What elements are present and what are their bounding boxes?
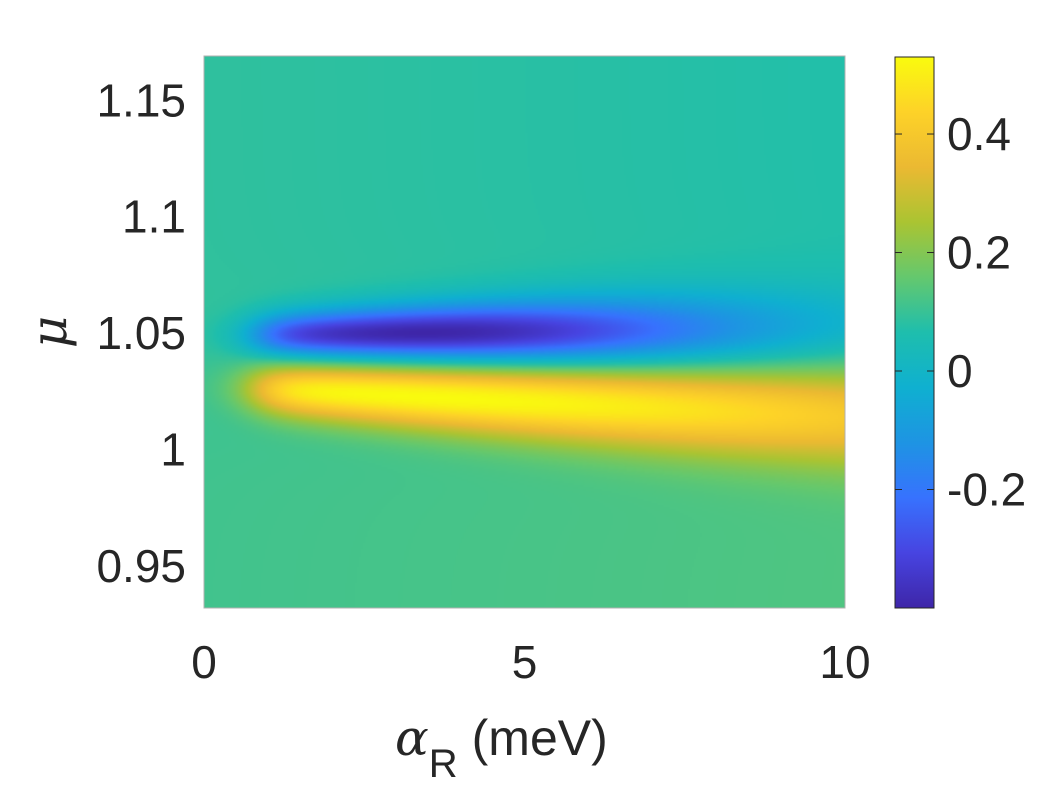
colorbar-ticks: -0.2 0 0.2 0.4 [895,108,1026,516]
x-tick-label: 0 [191,636,217,688]
colorbar [894,56,935,609]
colorbar-tick-label: -0.2 [947,464,1026,516]
plot-area-frame [203,55,846,609]
x-tick-label: 5 [512,636,538,688]
y-axis-ticks: 0.95 1 1.05 1.1 1.15 [96,74,186,592]
colorbar-tick-label: 0.2 [947,227,1011,279]
x-axis-label-symbol: α [395,709,429,767]
y-axis-label: μ [20,316,78,349]
y-tick-label: 1 [160,424,186,476]
y-tick-label: 0.95 [96,540,186,592]
y-tick-label: 1.15 [96,74,186,126]
x-axis-ticks: 0 5 10 [191,636,870,688]
x-axis-label: αR (meV) [395,709,608,786]
x-axis-label-subscript: R [429,742,458,786]
colorbar-tick-label: 0 [947,345,973,397]
heatmap-image [204,56,845,608]
y-tick-label: 1.05 [96,307,186,359]
y-tick-label: 1.1 [122,191,186,243]
colorbar-tick-label: 0.4 [947,108,1011,160]
x-axis-label-unit: (meV) [472,710,608,766]
x-tick-label: 10 [819,636,870,688]
